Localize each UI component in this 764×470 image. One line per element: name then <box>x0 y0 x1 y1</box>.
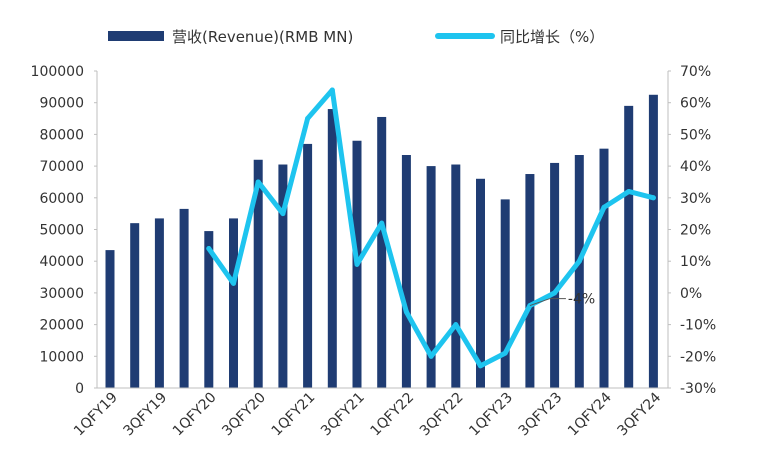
growth-point <box>231 280 236 286</box>
growth-point <box>206 246 212 252</box>
revenue-bar <box>204 231 214 388</box>
left-tick-label: 30000 <box>39 286 84 302</box>
revenue-bar <box>253 159 263 388</box>
left-tick-label: 10000 <box>39 349 84 365</box>
right-tick-label: 70% <box>680 64 711 80</box>
x-axis: 1QFY19 3QFY19 1QFY20 3QFY20 1QFY21 3QFY21 1QFY… <box>71 389 664 439</box>
left-axis: 0 10000 20000 30000 40000 50000 60000 70000 8000… <box>31 64 98 397</box>
right-axis: -30% -20% -10% 0% 10% 20% 30% 40% 50% 60% 70% <box>667 64 716 397</box>
right-tick-label: -30% <box>680 381 716 397</box>
revenue-bar <box>599 148 609 388</box>
x-tick-label: 3QFY21 <box>318 390 368 440</box>
growth-point <box>601 204 607 210</box>
right-tick-label: 0% <box>680 286 702 302</box>
left-tick-label: 80000 <box>39 127 84 143</box>
revenue-bar <box>130 223 140 388</box>
revenue-bar <box>401 155 411 388</box>
revenue-bar <box>500 199 510 388</box>
annotation-label: -4% <box>568 292 595 308</box>
revenue-bar <box>377 116 387 388</box>
right-tick-label: 60% <box>680 96 711 112</box>
revenue-bar <box>451 164 461 388</box>
x-tick-label: 1QFY21 <box>269 390 319 440</box>
revenue-bar <box>179 208 189 388</box>
right-tick-label: 50% <box>680 127 711 143</box>
annotation: -4% <box>529 292 595 308</box>
left-tick-label: 90000 <box>39 96 84 112</box>
growth-point <box>280 211 286 217</box>
x-tick-label: 3QFY23 <box>516 390 566 440</box>
growth-point <box>354 261 360 267</box>
x-tick-label: 1QFY23 <box>466 390 516 440</box>
revenue-bars <box>105 94 658 389</box>
revenue-bar <box>278 164 288 388</box>
right-tick-label: 40% <box>680 159 711 175</box>
legend-label-revenue: 营收(Revenue)(RMB MN) <box>172 28 353 46</box>
left-tick-label: 70000 <box>39 159 84 175</box>
growth-point <box>502 350 508 356</box>
revenue-bar <box>303 143 313 388</box>
right-tick-label: -10% <box>680 318 716 334</box>
legend-label-growth: 同比增长（%） <box>500 28 604 46</box>
right-tick-label: 10% <box>680 254 711 270</box>
left-tick-label: 60000 <box>39 191 84 207</box>
growth-point <box>255 179 261 185</box>
x-tick-label: 1QFY20 <box>170 390 220 440</box>
right-tick-label: -20% <box>680 349 716 365</box>
growth-point <box>576 258 582 264</box>
growth-point <box>428 353 434 359</box>
legend: 营收(Revenue)(RMB MN) 同比增长（%） <box>108 28 604 46</box>
growth-point <box>453 322 459 328</box>
growth-point <box>626 188 632 194</box>
growth-line-series <box>206 87 656 369</box>
left-tick-label: 50000 <box>39 223 84 239</box>
revenue-bar <box>426 166 436 388</box>
revenue-bar <box>476 178 485 388</box>
growth-point <box>403 309 409 315</box>
revenue-bar <box>327 109 337 388</box>
left-tick-label: 0 <box>75 381 84 397</box>
growth-point <box>650 195 656 201</box>
x-tick-label: 1QFY22 <box>367 390 417 440</box>
revenue-bar <box>624 105 634 389</box>
revenue-bar <box>525 174 535 388</box>
revenue-bar <box>550 162 560 388</box>
growth-point <box>478 363 483 369</box>
x-tick-label: 3QFY19 <box>120 390 170 440</box>
left-tick-label: 40000 <box>39 254 84 270</box>
revenue-bar <box>154 218 164 388</box>
growth-point <box>329 87 335 93</box>
x-tick-label: 3QFY24 <box>614 389 664 439</box>
annotation-leader <box>529 298 551 307</box>
growth-point <box>552 290 558 296</box>
revenue-bar <box>574 155 584 388</box>
revenue-bar <box>229 218 238 388</box>
growth-point <box>305 116 311 122</box>
growth-point <box>379 220 385 226</box>
right-tick-label: 20% <box>680 223 711 239</box>
revenue-bar <box>648 94 658 389</box>
left-tick-label: 20000 <box>39 318 84 334</box>
left-tick-label: 100000 <box>31 64 84 80</box>
x-tick-label: 1QFY24 <box>565 389 615 439</box>
legend-swatch-revenue <box>108 31 164 41</box>
revenue-bar <box>105 250 115 388</box>
right-tick-label: 30% <box>680 191 711 207</box>
x-tick-label: 3QFY20 <box>219 390 269 440</box>
x-tick-label: 3QFY22 <box>417 390 467 440</box>
